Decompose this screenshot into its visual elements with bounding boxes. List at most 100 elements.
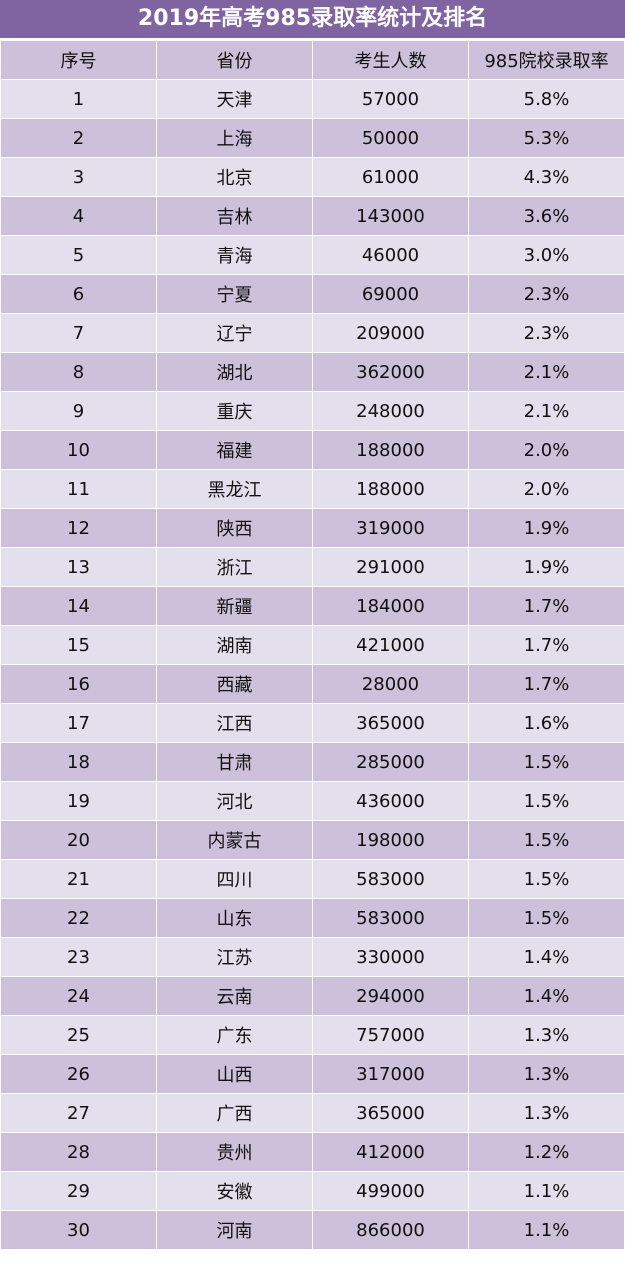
cell-rank: 9 [0, 391, 157, 431]
cell-province: 江西 [156, 703, 313, 743]
cell-province: 宁夏 [156, 274, 313, 314]
cell-examinees: 61000 [312, 157, 469, 197]
cell-rank: 29 [0, 1171, 157, 1211]
table-body: 1 天津 57000 5.8% 2 上海 50000 5.3% 3 北京 61000 4.3% 4 吉林 1… [0, 79, 625, 1250]
cell-985-rate: 1.7% [468, 625, 625, 665]
cell-985-rate: 2.3% [468, 274, 625, 314]
cell-province: 黑龙江 [156, 469, 313, 509]
cell-rank: 25 [0, 1015, 157, 1055]
cell-examinees: 421000 [312, 625, 469, 665]
cell-985-rate: 2.0% [468, 430, 625, 470]
cell-985-rate: 2.0% [468, 469, 625, 509]
table-row: 14 新疆 184000 1.7% [0, 586, 625, 626]
cell-rank: 27 [0, 1093, 157, 1133]
cell-985-rate: 1.5% [468, 742, 625, 782]
cell-985-rate: 1.5% [468, 820, 625, 860]
table-row: 11 黑龙江 188000 2.0% [0, 469, 625, 509]
cell-985-rate: 1.1% [468, 1171, 625, 1211]
cell-examinees: 319000 [312, 508, 469, 548]
table-row: 22 山东 583000 1.5% [0, 898, 625, 938]
cell-examinees: 209000 [312, 313, 469, 353]
table-row: 25 广东 757000 1.3% [0, 1015, 625, 1055]
table-row: 5 青海 46000 3.0% [0, 235, 625, 275]
cell-province: 福建 [156, 430, 313, 470]
cell-province: 河北 [156, 781, 313, 821]
cell-rank: 22 [0, 898, 157, 938]
cell-examinees: 499000 [312, 1171, 469, 1211]
table-row: 12 陕西 319000 1.9% [0, 508, 625, 548]
table-row: 3 北京 61000 4.3% [0, 157, 625, 197]
header-row: 序号 省份 考生人数 985院校录取率 [0, 40, 625, 80]
cell-examinees: 69000 [312, 274, 469, 314]
cell-province: 山东 [156, 898, 313, 938]
table-row: 18 甘肃 285000 1.5% [0, 742, 625, 782]
cell-province: 重庆 [156, 391, 313, 431]
table-row: 7 辽宁 209000 2.3% [0, 313, 625, 353]
table-row: 19 河北 436000 1.5% [0, 781, 625, 821]
cell-rank: 30 [0, 1210, 157, 1250]
header-985-rate: 985院校录取率 [468, 40, 625, 80]
table-row: 8 湖北 362000 2.1% [0, 352, 625, 392]
cell-examinees: 50000 [312, 118, 469, 158]
cell-examinees: 294000 [312, 976, 469, 1016]
cell-province: 山西 [156, 1054, 313, 1094]
table-row: 28 贵州 412000 1.2% [0, 1132, 625, 1172]
cell-rank: 24 [0, 976, 157, 1016]
cell-province: 辽宁 [156, 313, 313, 353]
cell-rank: 26 [0, 1054, 157, 1094]
header-rank: 序号 [0, 40, 157, 80]
cell-rank: 18 [0, 742, 157, 782]
table-row: 9 重庆 248000 2.1% [0, 391, 625, 431]
cell-rank: 7 [0, 313, 157, 353]
cell-province: 广西 [156, 1093, 313, 1133]
header-examinees: 考生人数 [312, 40, 469, 80]
cell-rank: 13 [0, 547, 157, 587]
cell-985-rate: 1.7% [468, 586, 625, 626]
table-row: 27 广西 365000 1.3% [0, 1093, 625, 1133]
cell-examinees: 757000 [312, 1015, 469, 1055]
table-title: 2019年高考985录取率统计及排名 [0, 0, 625, 40]
cell-985-rate: 1.2% [468, 1132, 625, 1172]
cell-rank: 14 [0, 586, 157, 626]
cell-examinees: 436000 [312, 781, 469, 821]
cell-985-rate: 1.5% [468, 781, 625, 821]
cell-province: 甘肃 [156, 742, 313, 782]
cell-985-rate: 5.3% [468, 118, 625, 158]
cell-985-rate: 1.4% [468, 937, 625, 977]
cell-rank: 19 [0, 781, 157, 821]
table-row: 21 四川 583000 1.5% [0, 859, 625, 899]
cell-rank: 5 [0, 235, 157, 275]
cell-rank: 1 [0, 79, 157, 119]
cell-province: 浙江 [156, 547, 313, 587]
cell-province: 天津 [156, 79, 313, 119]
cell-rank: 17 [0, 703, 157, 743]
cell-985-rate: 1.3% [468, 1054, 625, 1094]
cell-examinees: 291000 [312, 547, 469, 587]
cell-rank: 21 [0, 859, 157, 899]
cell-985-rate: 1.3% [468, 1015, 625, 1055]
cell-examinees: 46000 [312, 235, 469, 275]
cell-rank: 6 [0, 274, 157, 314]
cell-rank: 3 [0, 157, 157, 197]
cell-examinees: 365000 [312, 703, 469, 743]
cell-985-rate: 1.9% [468, 508, 625, 548]
cell-examinees: 317000 [312, 1054, 469, 1094]
cell-examinees: 412000 [312, 1132, 469, 1172]
header-province: 省份 [156, 40, 313, 80]
cell-province: 江苏 [156, 937, 313, 977]
cell-985-rate: 1.5% [468, 898, 625, 938]
cell-rank: 15 [0, 625, 157, 665]
cell-examinees: 188000 [312, 430, 469, 470]
cell-rank: 16 [0, 664, 157, 704]
table-row: 4 吉林 143000 3.6% [0, 196, 625, 236]
cell-examinees: 583000 [312, 859, 469, 899]
cell-examinees: 184000 [312, 586, 469, 626]
table-row: 10 福建 188000 2.0% [0, 430, 625, 470]
cell-province: 云南 [156, 976, 313, 1016]
cell-examinees: 285000 [312, 742, 469, 782]
cell-rank: 28 [0, 1132, 157, 1172]
cell-rank: 23 [0, 937, 157, 977]
table-row: 17 江西 365000 1.6% [0, 703, 625, 743]
cell-examinees: 143000 [312, 196, 469, 236]
cell-province: 西藏 [156, 664, 313, 704]
